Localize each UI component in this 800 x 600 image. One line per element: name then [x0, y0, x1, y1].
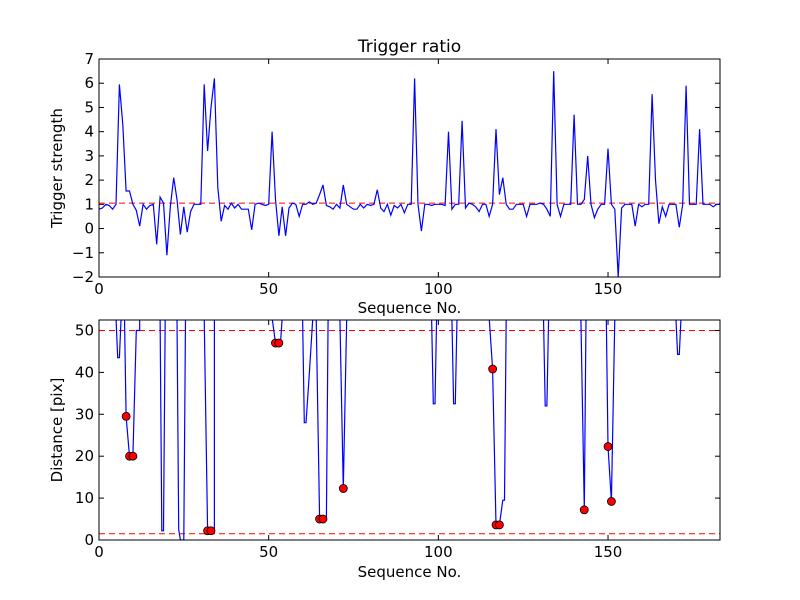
- top-plot-area: [98, 58, 721, 278]
- y-tick-label: 1: [84, 195, 94, 213]
- y-tick-label: 10: [75, 489, 94, 507]
- y-tick-label: 4: [84, 123, 94, 141]
- distance-line: [115, 320, 682, 540]
- distance-marker: [121, 411, 131, 421]
- x-tick-label: 0: [94, 543, 104, 561]
- y-tick-label: 7: [84, 50, 94, 68]
- y-tick-label: 50: [75, 321, 94, 339]
- distance-marker: [579, 505, 589, 515]
- distance-marker: [274, 338, 284, 348]
- distance-marker: [607, 497, 616, 506]
- y-tick-label: 6: [84, 74, 94, 92]
- distance-marker: [206, 526, 216, 536]
- x-tick-label: 50: [259, 280, 278, 298]
- y-tick-label: 40: [75, 363, 94, 381]
- distance-marker: [495, 520, 504, 530]
- x-tick-label: 150: [594, 543, 623, 561]
- x-tick-label: 50: [259, 543, 278, 561]
- bottom-ticks: 0 50 100 150 0 10 20 30 40 50: [75, 320, 720, 561]
- distance-markers: [121, 338, 616, 536]
- trigger-strength-line: [99, 71, 720, 277]
- x-tick-label: 150: [594, 280, 623, 298]
- distance-marker: [488, 364, 498, 374]
- bottom-plot-area: [98, 319, 721, 541]
- top-x-axis-label: Sequence No.: [358, 299, 462, 317]
- y-tick-label: −1: [72, 244, 94, 262]
- y-tick-label: 2: [84, 171, 94, 189]
- bottom-panel: 0 50 100 150 0 10 20 30 40 50 Sequence No. Distan…: [48, 319, 721, 581]
- distance-marker: [603, 442, 613, 451]
- y-tick-label: −2: [72, 268, 94, 286]
- distance-marker: [128, 451, 138, 461]
- distance-marker: [338, 484, 348, 493]
- y-tick-label: 0: [84, 531, 94, 549]
- top-chart-title: Trigger ratio: [357, 37, 461, 57]
- x-tick-label: 0: [94, 280, 104, 298]
- y-tick-label: 20: [75, 447, 94, 465]
- x-tick-label: 100: [424, 543, 453, 561]
- bottom-y-axis-label: Distance [pix]: [48, 378, 66, 483]
- x-tick-label: 100: [424, 280, 453, 298]
- y-tick-label: 3: [84, 147, 94, 165]
- y-tick-label: 30: [75, 405, 94, 423]
- distance-marker: [318, 514, 328, 524]
- y-tick-label: 0: [84, 220, 94, 238]
- y-tick-label: 5: [84, 98, 94, 116]
- top-y-axis-label: Trigger strength: [48, 108, 66, 229]
- bottom-x-axis-label: Sequence No.: [358, 563, 462, 581]
